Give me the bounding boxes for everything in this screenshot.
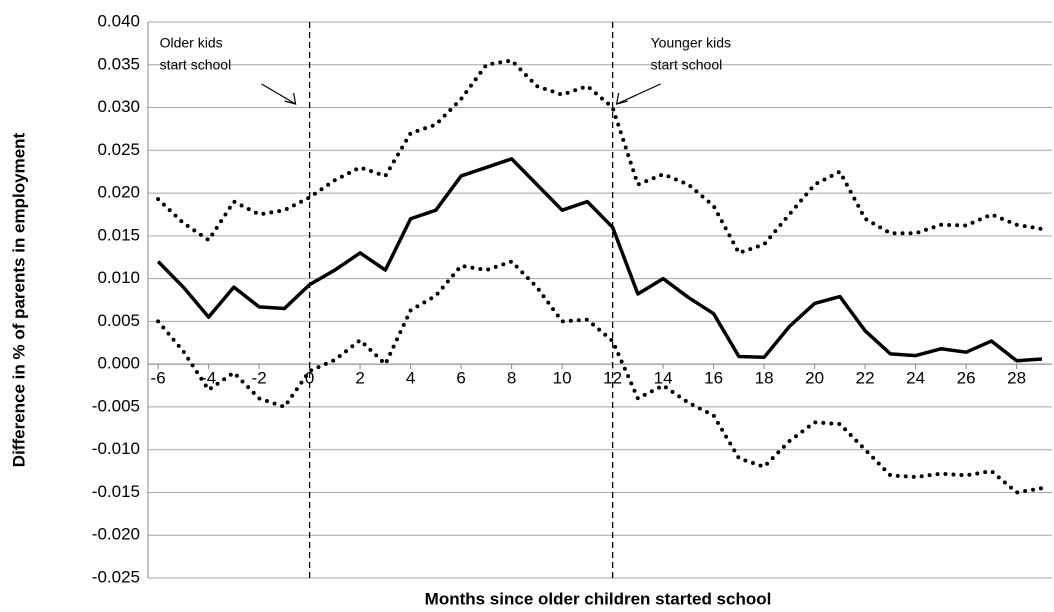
series-line	[156, 259, 1044, 495]
series-line	[156, 157, 1043, 363]
x-tick-label: 2	[355, 369, 364, 388]
y-tick-label: -0.025	[92, 567, 140, 586]
annotation: Older kids	[160, 35, 223, 51]
y-tick-label: 0.005	[97, 311, 140, 330]
x-tick-label: 26	[957, 369, 976, 388]
x-tick-label: -6	[151, 369, 166, 388]
arrow	[616, 83, 661, 105]
y-tick-label: -0.015	[92, 482, 140, 501]
arrow-head	[284, 92, 297, 105]
y-tick-label: -0.010	[92, 439, 140, 458]
x-axis-title: Months since older children started scho…	[425, 589, 772, 608]
x-tick-label: 4	[406, 369, 415, 388]
series-line	[156, 58, 1044, 255]
x-tick-label: 12	[603, 369, 622, 388]
y-tick-label: 0.035	[97, 54, 140, 73]
y-tick-label: 0.040	[97, 11, 140, 30]
annotation: Younger kids	[651, 35, 731, 51]
y-tick-label: -0.005	[92, 396, 140, 415]
annotation: start school	[651, 57, 723, 73]
x-tick-label: 22	[856, 369, 875, 388]
arrow	[261, 83, 296, 105]
x-tick-label: 8	[507, 369, 516, 388]
x-tick-label: 6	[456, 369, 465, 388]
x-tick-label: -2	[252, 369, 267, 388]
x-tick-label: 28	[1007, 369, 1026, 388]
x-tick-label: 10	[553, 369, 572, 388]
y-tick-label: 0.020	[97, 183, 140, 202]
y-tick-label: 0.015	[97, 225, 140, 244]
y-tick-label: 0.000	[97, 354, 140, 373]
x-tick-label: 18	[755, 369, 774, 388]
y-tick-label: 0.025	[97, 140, 140, 159]
x-tick-label: 24	[906, 369, 925, 388]
y-tick-label: 0.010	[97, 268, 140, 287]
arrow-head	[615, 92, 628, 105]
x-tick-label: -4	[201, 369, 216, 388]
x-tick-label: 0	[305, 369, 314, 388]
x-tick-label: 16	[704, 369, 723, 388]
x-tick-label: 20	[805, 369, 824, 388]
x-tick-label: 14	[654, 369, 673, 388]
annotation: start school	[160, 57, 232, 73]
y-tick-label: 0.030	[97, 97, 140, 116]
y-tick-label: -0.020	[92, 525, 140, 544]
y-axis-title: Difference in % of parents in employment	[9, 132, 28, 467]
